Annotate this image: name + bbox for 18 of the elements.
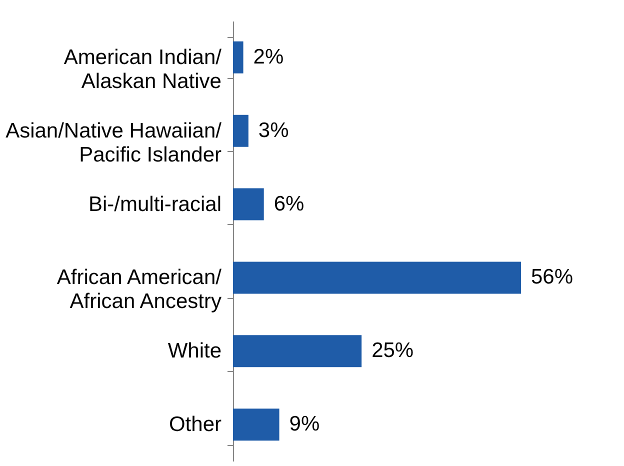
data-label: 2% [253, 45, 284, 68]
bar [233, 188, 264, 220]
y-tick-label: White [168, 340, 222, 363]
data-label: 6% [274, 192, 304, 216]
y-tick-label: Asian/Native Hawaiian/ Pacific Islander [6, 119, 222, 166]
data-label: 9% [289, 412, 320, 436]
bar [233, 114, 248, 147]
y-tick-label: American Indian/ Alaskan Native [64, 46, 222, 93]
data-label: 56% [531, 266, 574, 289]
y-tick-label: Bi-/multi-racial [88, 192, 222, 216]
bar [233, 41, 244, 74]
data-label: 25% [372, 339, 414, 362]
bar [233, 262, 521, 294]
bar [233, 408, 280, 441]
bar [233, 335, 362, 368]
y-tick-label: Other [168, 413, 222, 436]
data-label: 3% [258, 118, 289, 142]
y-tick-label: African American/ African Ancestry [56, 266, 222, 314]
